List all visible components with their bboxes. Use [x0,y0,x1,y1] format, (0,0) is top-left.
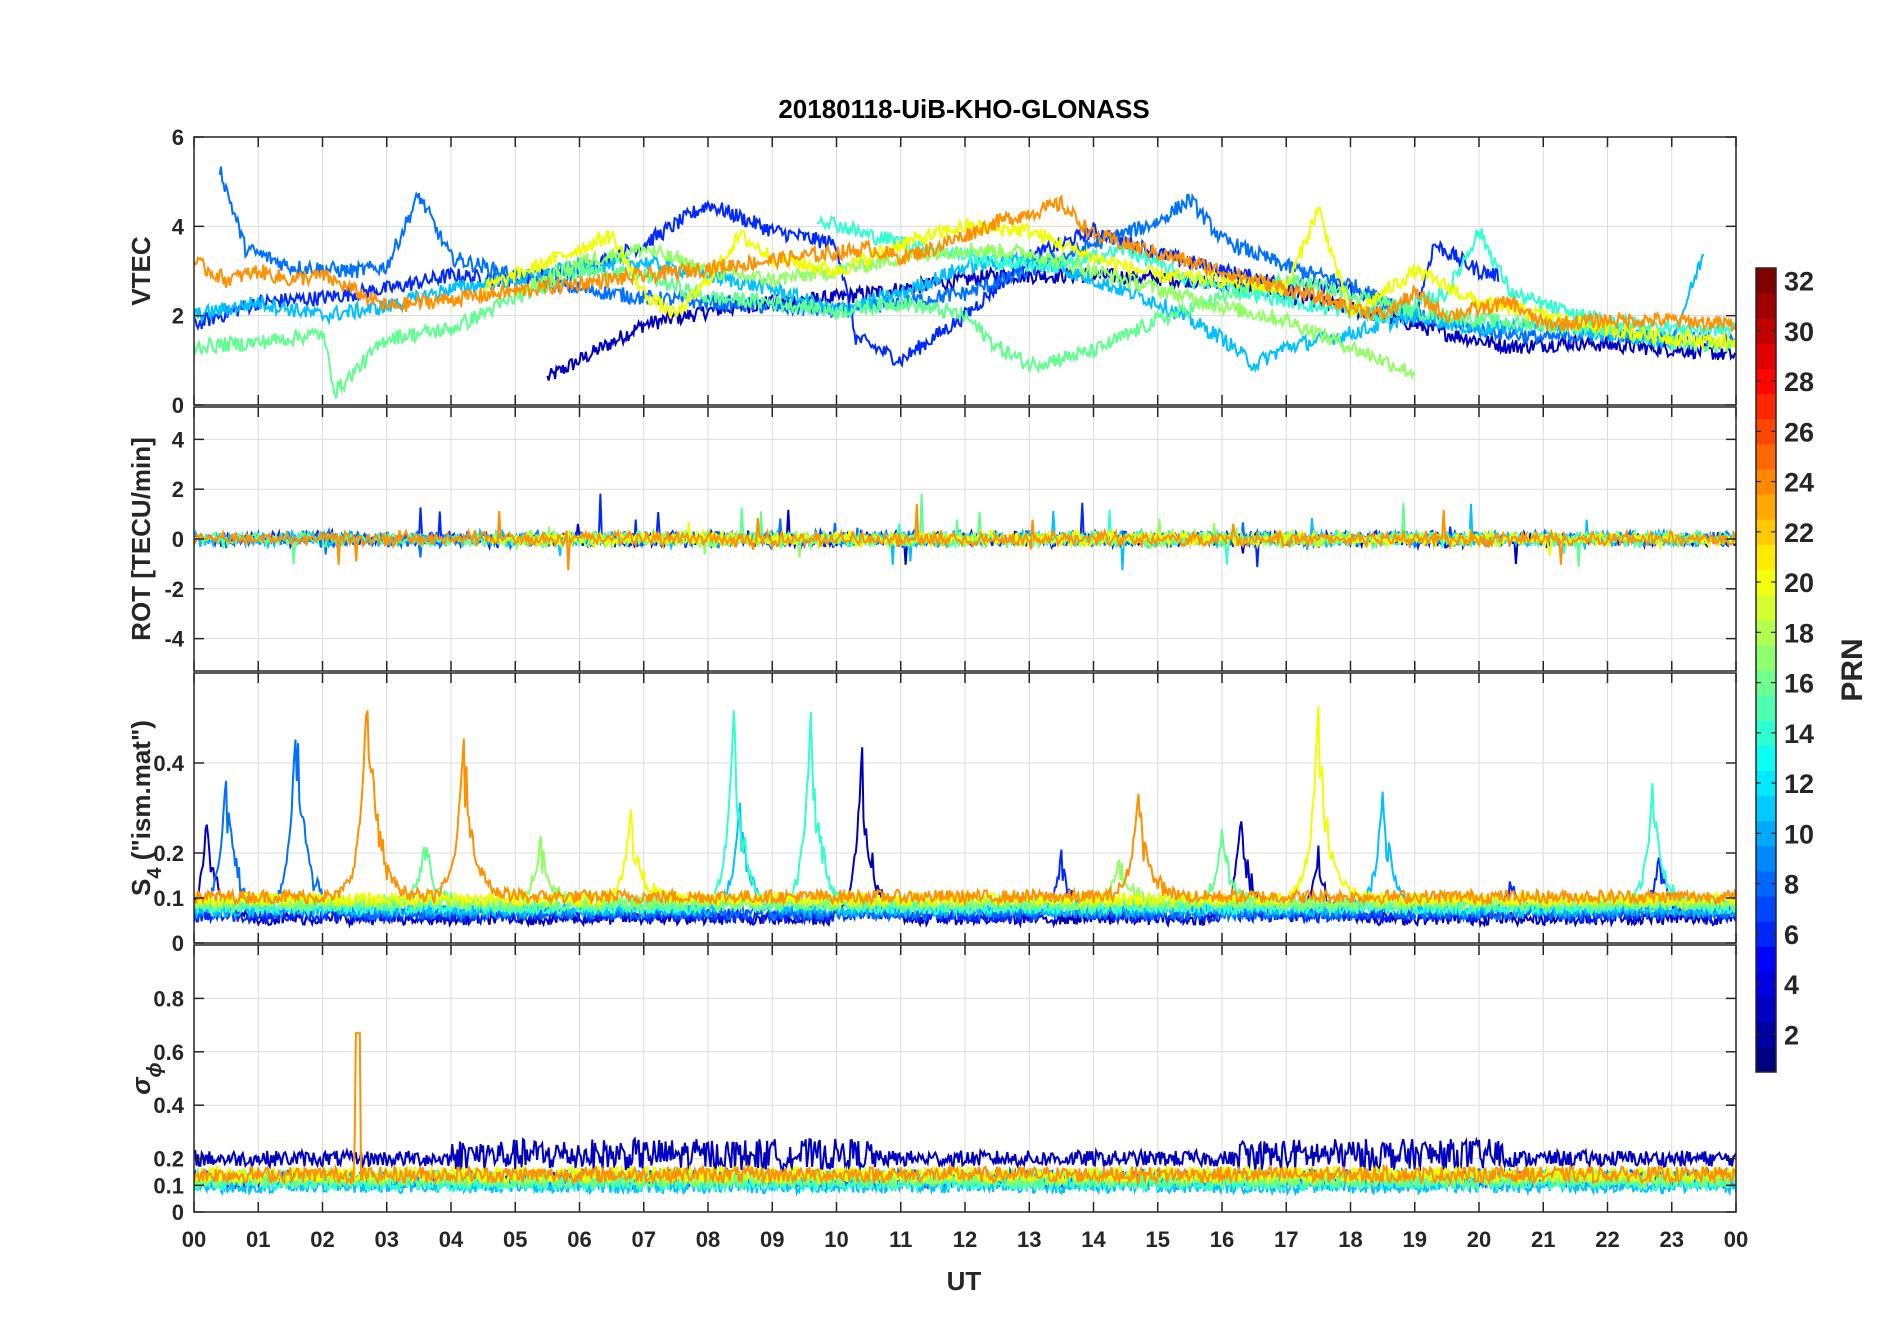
y-tick-label: 0.2 [153,1147,184,1172]
colorbar-segment [1756,645,1776,671]
y-tick-label: 0.1 [153,1173,184,1198]
x-tick-label: 09 [760,1227,784,1252]
x-tick-label: 18 [1338,1227,1362,1252]
colorbar-segment [1756,343,1776,369]
x-axis-label: UT [947,1266,982,1296]
colorbar-tick-label: 8 [1784,870,1799,900]
ylabel-main: σ [126,1076,156,1095]
x-tick-label: 13 [1017,1227,1041,1252]
colorbar-segment [1756,946,1776,972]
colorbar-tick-label: 30 [1784,317,1814,347]
chart: 20180118-UiB-KHO-GLONASS 0246VTEC-4-2024… [0,0,1902,1330]
x-tick-label: 15 [1146,1227,1170,1252]
y-tick-label: 0 [172,931,184,956]
x-tick-label: 12 [953,1227,977,1252]
y-tick-label: -2 [164,577,184,602]
ylabel-sub: ϕ [144,1062,166,1077]
colorbar-tick-label: 12 [1784,769,1814,799]
x-tick-label: 05 [503,1227,527,1252]
chart-background [0,0,1902,1330]
chart-title: 20180118-UiB-KHO-GLONASS [778,94,1149,124]
colorbar-tick-label: 14 [1784,719,1814,749]
x-tick-label: 03 [375,1227,399,1252]
y-tick-label: 4 [172,427,185,452]
x-tick-label: 00 [182,1227,206,1252]
x-tick-label: 14 [1081,1227,1106,1252]
x-tick-label: 01 [246,1227,270,1252]
x-tick-label: 20 [1467,1227,1491,1252]
colorbar-segment [1756,444,1776,470]
x-tick-label: 07 [632,1227,656,1252]
colorbar-label: PRN [1836,638,1869,701]
x-tick-label: 11 [889,1227,912,1252]
colorbar-tick-label: 4 [1784,970,1799,1000]
colorbar-tick-label: 20 [1784,568,1814,598]
colorbar-segment [1756,1047,1776,1073]
colorbar-tick-label: 32 [1784,267,1814,297]
x-tick-label: 04 [439,1227,464,1252]
ylabel-main: S [126,879,156,896]
colorbar-segment [1756,394,1776,420]
colorbar-tick-label: 22 [1784,518,1814,548]
colorbar-segment [1756,997,1776,1023]
x-tick-label: 16 [1210,1227,1234,1252]
colorbar-tick-label: 26 [1784,417,1814,447]
colorbar-tick-label: 6 [1784,920,1799,950]
colorbar-segment [1756,595,1776,621]
y-tick-label: 0.2 [153,841,184,866]
y-tick-label: 0 [172,1200,184,1225]
y-tick-label: 2 [172,477,184,502]
colorbar-tick-label: 10 [1784,819,1814,849]
colorbar-segment [1756,846,1776,872]
colorbar-segment [1756,293,1776,319]
x-tick-label: 23 [1660,1227,1684,1252]
colorbar-segment [1756,494,1776,520]
colorbar-segment [1756,695,1776,721]
colorbar-tick-label: 24 [1784,468,1814,498]
x-tick-label: 19 [1403,1227,1427,1252]
colorbar-tick-label: 16 [1784,669,1814,699]
x-tick-label: 10 [824,1227,848,1252]
y-tick-label: 0.1 [153,886,184,911]
x-tick-label: 02 [310,1227,334,1252]
colorbar-segment [1756,544,1776,570]
y-tick-label: 0 [172,527,184,552]
y-tick-label: 6 [172,125,184,150]
y-tick-label: 4 [172,214,185,239]
y-tick-label: 2 [172,304,184,329]
colorbar-tick-label: 18 [1784,618,1814,648]
y-tick-label: 0.6 [153,1040,184,1065]
x-tick-label: 22 [1595,1227,1619,1252]
colorbar-segment [1756,745,1776,771]
colorbar-segment [1756,896,1776,922]
y-axis-label-rot: ROT [TECU/min] [126,437,156,641]
x-tick-label: 21 [1531,1227,1555,1252]
y-tick-label: 0.4 [153,751,184,776]
x-tick-label: 17 [1274,1227,1298,1252]
y-tick-label: -4 [164,627,184,652]
y-tick-label: 0 [172,393,184,418]
ylabel-rest: ("ism.mat") [126,720,156,867]
y-axis-label-vtec: VTEC [126,236,156,306]
colorbar-tick-label: 28 [1784,367,1814,397]
x-tick-label: 08 [696,1227,720,1252]
y-tick-label: 0.8 [153,986,184,1011]
y-tick-label: 0.4 [153,1093,184,1118]
x-tick-label: 06 [567,1227,591,1252]
colorbar-tick-label: 2 [1784,1020,1799,1050]
x-tick-label: 00 [1724,1227,1748,1252]
colorbar-segment [1756,796,1776,822]
